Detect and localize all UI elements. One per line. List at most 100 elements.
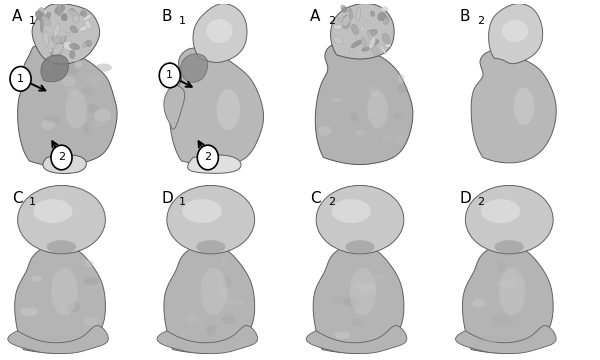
Polygon shape	[164, 243, 254, 353]
Ellipse shape	[94, 121, 105, 126]
Polygon shape	[17, 45, 117, 166]
Polygon shape	[181, 54, 208, 82]
Ellipse shape	[55, 43, 63, 56]
Ellipse shape	[226, 299, 244, 305]
Ellipse shape	[51, 267, 77, 315]
Ellipse shape	[62, 76, 76, 87]
Ellipse shape	[53, 43, 63, 56]
Ellipse shape	[187, 313, 198, 324]
Ellipse shape	[351, 319, 362, 326]
Ellipse shape	[489, 300, 506, 311]
Polygon shape	[41, 55, 68, 82]
Polygon shape	[157, 325, 257, 354]
Ellipse shape	[82, 41, 87, 48]
Ellipse shape	[367, 91, 388, 129]
Ellipse shape	[74, 294, 91, 305]
Ellipse shape	[221, 257, 229, 268]
Ellipse shape	[385, 44, 391, 48]
Ellipse shape	[368, 30, 377, 35]
Ellipse shape	[368, 109, 377, 116]
Ellipse shape	[346, 240, 374, 254]
Ellipse shape	[73, 14, 79, 22]
Ellipse shape	[61, 14, 67, 21]
Ellipse shape	[507, 276, 518, 287]
Text: B: B	[161, 9, 172, 24]
Ellipse shape	[33, 199, 73, 223]
Ellipse shape	[332, 296, 345, 304]
Ellipse shape	[371, 11, 374, 17]
Polygon shape	[463, 243, 553, 353]
Ellipse shape	[371, 45, 379, 56]
Ellipse shape	[383, 17, 389, 24]
Ellipse shape	[349, 46, 354, 53]
Text: 1: 1	[179, 197, 185, 207]
Ellipse shape	[380, 45, 386, 54]
Polygon shape	[471, 50, 556, 163]
Ellipse shape	[49, 49, 55, 54]
Ellipse shape	[51, 46, 61, 54]
Ellipse shape	[167, 185, 254, 254]
Polygon shape	[170, 48, 263, 167]
Ellipse shape	[466, 185, 553, 254]
Ellipse shape	[481, 199, 520, 223]
Ellipse shape	[86, 104, 98, 113]
Ellipse shape	[81, 11, 87, 16]
Polygon shape	[313, 243, 404, 353]
Text: B: B	[460, 9, 470, 24]
Ellipse shape	[17, 185, 106, 254]
Ellipse shape	[333, 36, 344, 44]
Ellipse shape	[196, 240, 226, 254]
Text: 2: 2	[204, 153, 211, 162]
Text: 1: 1	[179, 15, 185, 26]
Ellipse shape	[372, 274, 384, 280]
Ellipse shape	[84, 277, 99, 285]
Ellipse shape	[349, 8, 353, 19]
Ellipse shape	[352, 24, 359, 35]
Ellipse shape	[344, 21, 350, 29]
Text: 2: 2	[328, 197, 335, 207]
Text: C: C	[310, 190, 321, 206]
Ellipse shape	[47, 240, 76, 254]
Ellipse shape	[331, 199, 371, 223]
Polygon shape	[32, 4, 100, 64]
Polygon shape	[307, 325, 407, 354]
Ellipse shape	[70, 42, 75, 52]
Ellipse shape	[359, 284, 377, 294]
Ellipse shape	[223, 276, 232, 287]
Ellipse shape	[502, 20, 528, 42]
Ellipse shape	[94, 109, 111, 122]
Ellipse shape	[381, 7, 388, 12]
Ellipse shape	[70, 50, 75, 58]
Circle shape	[10, 67, 31, 91]
Ellipse shape	[50, 50, 60, 57]
Ellipse shape	[498, 260, 507, 273]
Ellipse shape	[217, 89, 240, 130]
Ellipse shape	[367, 31, 373, 40]
Ellipse shape	[318, 126, 332, 136]
Polygon shape	[14, 243, 106, 353]
Ellipse shape	[369, 36, 376, 49]
Ellipse shape	[20, 307, 38, 316]
Ellipse shape	[67, 64, 80, 74]
Ellipse shape	[76, 260, 94, 267]
Polygon shape	[331, 4, 394, 59]
Text: 1: 1	[29, 15, 37, 26]
Ellipse shape	[56, 36, 65, 48]
Text: 1: 1	[17, 74, 24, 84]
Ellipse shape	[472, 299, 487, 308]
Text: C: C	[12, 190, 22, 206]
Ellipse shape	[355, 130, 367, 135]
Ellipse shape	[81, 87, 95, 95]
Ellipse shape	[362, 116, 371, 123]
Polygon shape	[8, 325, 109, 354]
Ellipse shape	[44, 12, 50, 21]
Ellipse shape	[79, 26, 88, 31]
Ellipse shape	[350, 267, 376, 315]
Ellipse shape	[514, 87, 534, 125]
Polygon shape	[455, 325, 556, 354]
Text: 2: 2	[328, 15, 335, 26]
Ellipse shape	[74, 59, 82, 69]
Ellipse shape	[355, 283, 364, 290]
Ellipse shape	[182, 199, 222, 223]
Ellipse shape	[381, 15, 388, 20]
